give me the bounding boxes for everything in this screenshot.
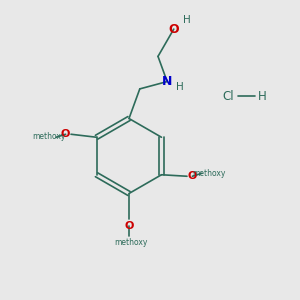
Text: methoxy: methoxy <box>114 238 147 247</box>
Text: O: O <box>61 129 70 139</box>
Text: methoxy: methoxy <box>192 169 225 178</box>
Text: H: H <box>176 82 184 92</box>
Text: Cl: Cl <box>222 89 234 103</box>
Text: O: O <box>124 220 134 231</box>
Text: O: O <box>168 22 179 36</box>
Text: methoxy: methoxy <box>33 132 66 141</box>
Text: N: N <box>162 75 172 88</box>
Text: H: H <box>258 89 267 103</box>
Text: O: O <box>188 171 197 181</box>
Text: H: H <box>183 15 191 25</box>
